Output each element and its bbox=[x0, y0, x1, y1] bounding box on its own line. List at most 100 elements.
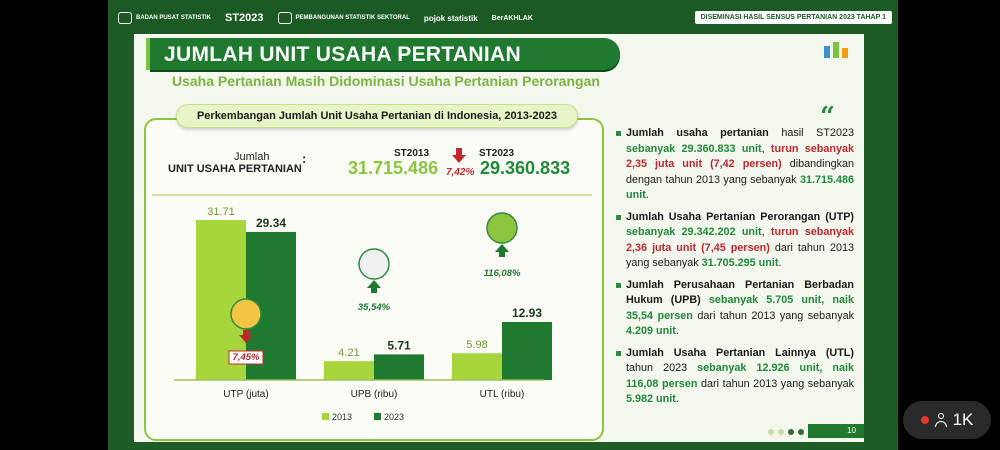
st2013-value: 31.715.486 bbox=[348, 158, 439, 178]
annotation-label: 35,54% bbox=[358, 302, 391, 313]
bullet-text: sebanyak 5.705 unit, naik 35,54 persen bbox=[626, 294, 854, 322]
summary-label-line1: Jumlah bbox=[234, 151, 270, 163]
slide-subtitle: Usaha Pertanian Masih Didominasi Usaha P… bbox=[172, 73, 600, 89]
up-arrow-icon bbox=[499, 251, 505, 257]
bullet-text: . bbox=[778, 257, 782, 269]
up-arrow-icon bbox=[495, 244, 509, 252]
bps-logo-text: BADAN PUSAT STATISTIK bbox=[136, 15, 211, 21]
bullet-item: Jumlah Usaha Pertanian Perorangan (UTP) … bbox=[616, 210, 854, 272]
summary-separator bbox=[152, 194, 592, 196]
bps-logo: BADAN PUSAT STATISTIK bbox=[118, 12, 211, 24]
pojok-logo: pojok statistik bbox=[424, 14, 478, 23]
bullet-text: 31.705.295 unit bbox=[701, 257, 779, 269]
slide-dot bbox=[768, 429, 774, 435]
bullet-list: Jumlah usaha pertanian hasil ST2023 seba… bbox=[616, 126, 854, 414]
legend-swatch bbox=[374, 413, 381, 420]
quote-icon: “ bbox=[820, 102, 835, 132]
annotation-box bbox=[228, 350, 264, 365]
slide-title: JUMLAH UNIT USAHA PERTANIAN bbox=[164, 43, 521, 66]
bullet-text: . bbox=[645, 189, 649, 201]
title-bar: JUMLAH UNIT USAHA PERTANIAN bbox=[146, 38, 620, 70]
header-bar: BADAN PUSAT STATISTIK ST2023 PEMBANGUNAN… bbox=[108, 0, 898, 34]
st2023-label: ST2023 bbox=[479, 148, 515, 159]
bullet-text: sebanyak 12.926 unit, naik 116,08 persen bbox=[626, 362, 854, 390]
bullet-text: turun sebanyak 2,36 juta unit (7,45 pers… bbox=[626, 226, 855, 254]
up-arrow-icon bbox=[371, 287, 377, 293]
bullet-text: dari tahun 2013 yang sebanyak bbox=[692, 309, 855, 322]
slide-dot bbox=[798, 429, 804, 435]
legend-label: 2023 bbox=[384, 412, 404, 422]
slide-dot bbox=[778, 429, 784, 435]
value-label: 4.21 bbox=[338, 347, 359, 359]
bullet-text: , bbox=[761, 142, 771, 155]
value-label: 5.71 bbox=[387, 338, 411, 352]
bullet-text: sebanyak 29.360.833 unit bbox=[626, 142, 762, 155]
page-number: 10 bbox=[808, 424, 864, 438]
bps-mark-icon bbox=[118, 12, 132, 24]
farmer-icon bbox=[230, 298, 262, 330]
down-arrow-icon bbox=[239, 335, 253, 343]
bullet-text: turun sebanyak 2,35 juta unit (7,42 pers… bbox=[626, 142, 855, 171]
viewer-count-badge[interactable]: 1K bbox=[903, 401, 991, 439]
value-label: 29.34 bbox=[256, 216, 286, 230]
sektoral-logo-text: PEMBANGUNAN STATISTIK SEKTORAL bbox=[295, 15, 410, 21]
bullet-item: Jumlah Perusahaan Pertanian Berbadan Huk… bbox=[616, 278, 854, 340]
bullet-text: 5.982 unit bbox=[626, 393, 676, 405]
viewer-count: 1K bbox=[952, 410, 974, 429]
value-label: 12.93 bbox=[512, 306, 542, 320]
sektoral-mark-icon bbox=[277, 12, 292, 24]
bullet-text: Jumlah Usaha Pertanian Perorangan (UTP) bbox=[626, 210, 854, 223]
category-label: UTP (juta) bbox=[223, 389, 268, 400]
decrease-arrow-icon bbox=[452, 148, 466, 163]
bullet-text: dibandingkan dengan tahun 2013 yang seba… bbox=[626, 158, 854, 186]
slide-dot bbox=[788, 429, 794, 435]
st2023-logo-text: ST2023 bbox=[225, 12, 264, 24]
value-label: 5.98 bbox=[466, 339, 487, 351]
bullet-text: Jumlah Perusahaan Pertanian Berbadan Huk… bbox=[626, 278, 854, 307]
chart-title: Perkembangan Jumlah Unit Usaha Pertanian… bbox=[176, 104, 578, 128]
st2023-value: 29.360.833 bbox=[480, 158, 571, 178]
bar-2023-1 bbox=[374, 354, 424, 380]
bullet-text: . bbox=[675, 325, 679, 337]
factory-icon bbox=[358, 248, 390, 280]
st2023-logo: ST2023 bbox=[225, 12, 264, 24]
summary-label-line2: UNIT USAHA PERTANIAN bbox=[168, 163, 302, 175]
legend-swatch bbox=[322, 413, 329, 420]
berakhlak-logo-text: BerAKHLAK bbox=[491, 14, 533, 22]
bps-corner-logo-icon bbox=[824, 42, 848, 58]
berakhlak-logo: BerAKHLAK bbox=[492, 15, 533, 22]
slide-dots bbox=[768, 429, 804, 435]
slide: JUMLAH UNIT USAHA PERTANIAN Usaha Pertan… bbox=[134, 34, 864, 442]
bullet-text: 4.209 unit bbox=[626, 325, 676, 337]
st2013-label: ST2013 bbox=[394, 148, 430, 159]
bullet-text: dari tahun 2013 yang sebanyak bbox=[697, 377, 854, 390]
bullet-text: hasil ST2023 bbox=[768, 127, 854, 139]
pojok-logo-text: pojok statistik bbox=[423, 13, 478, 23]
value-label: 31.71 bbox=[207, 206, 235, 218]
bullet-text: sebanyak 29.342.202 unit bbox=[626, 226, 762, 238]
summary-colon: : bbox=[302, 151, 307, 166]
legend-label: 2013 bbox=[332, 412, 352, 422]
up-arrow-icon bbox=[367, 280, 381, 288]
bar-2023-2 bbox=[502, 322, 552, 380]
user-icon bbox=[934, 413, 947, 427]
bullet-text: Jumlah Usaha Pertanian Lainnya (UTL) bbox=[626, 346, 854, 359]
annotation-label: 7,45% bbox=[233, 352, 260, 363]
bullet-text: Jumlah usaha pertanian bbox=[626, 127, 769, 139]
category-label: UTL (ribu) bbox=[480, 389, 525, 400]
bar-2013-2 bbox=[452, 353, 502, 380]
group-icon bbox=[486, 212, 518, 244]
category-label: UPB (ribu) bbox=[351, 389, 398, 400]
bar-2013-1 bbox=[324, 361, 374, 380]
logo-strip: BADAN PUSAT STATISTIK ST2023 PEMBANGUNAN… bbox=[118, 8, 533, 28]
down-arrow-icon bbox=[243, 330, 249, 336]
bullet-text: , bbox=[761, 226, 771, 238]
bullet-item: Jumlah usaha pertanian hasil ST2023 seba… bbox=[616, 126, 854, 204]
bullet-text: . bbox=[675, 393, 679, 405]
annotation-label: 116,08% bbox=[484, 268, 521, 279]
presentation-frame: BADAN PUSAT STATISTIK ST2023 PEMBANGUNAN… bbox=[108, 0, 898, 450]
bullet-text: 31.715.486 unit bbox=[626, 173, 854, 202]
sektoral-logo: PEMBANGUNAN STATISTIK SEKTORAL bbox=[277, 12, 410, 24]
diseminasi-badge: DISEMINASI HASIL SENSUS PERTANIAN 2023 T… bbox=[694, 11, 892, 24]
bar-chart: 31.71 29.34 UTP (juta) 4.21 5.71 UPB (ribu) 5.… bbox=[174, 206, 552, 422]
